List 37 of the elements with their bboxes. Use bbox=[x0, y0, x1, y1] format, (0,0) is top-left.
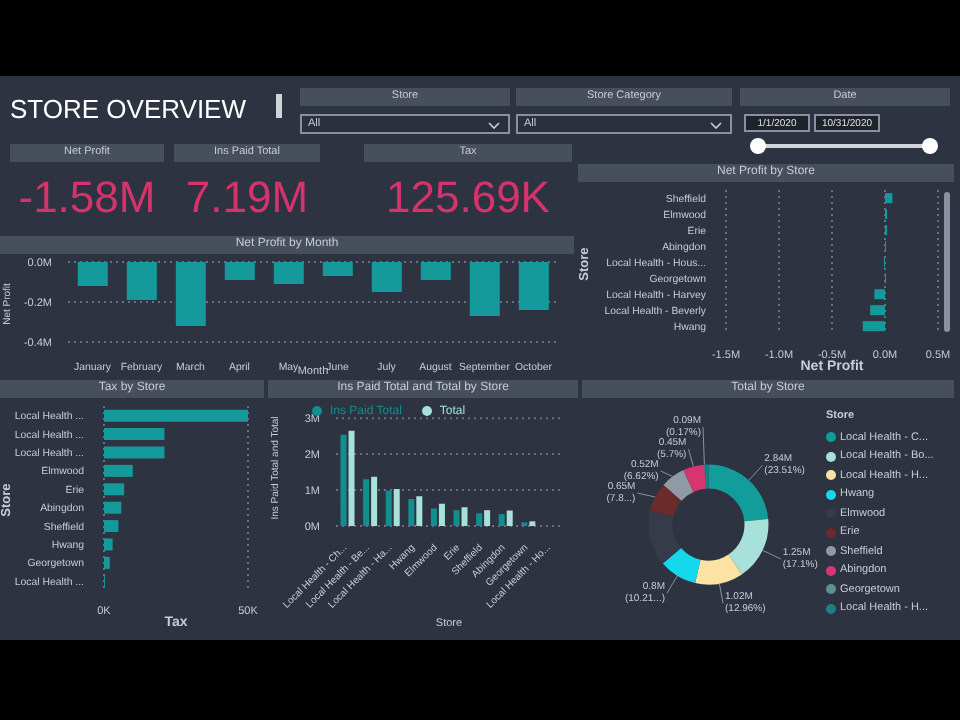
donut-slice bbox=[663, 470, 694, 501]
bar bbox=[340, 434, 347, 526]
bar bbox=[506, 510, 513, 526]
bar bbox=[438, 503, 445, 526]
bar bbox=[453, 510, 460, 526]
bar bbox=[104, 409, 248, 422]
bar bbox=[348, 430, 355, 526]
bar bbox=[408, 499, 415, 526]
donut-slice bbox=[708, 464, 769, 522]
bar bbox=[498, 514, 505, 526]
text: 7.19M bbox=[183, 172, 311, 224]
donut-slice bbox=[695, 554, 742, 585]
donut-slice bbox=[662, 547, 701, 584]
bar bbox=[104, 428, 165, 441]
bar bbox=[371, 476, 378, 526]
donut-slice bbox=[683, 464, 706, 492]
bar bbox=[104, 520, 119, 533]
text: -1.58M bbox=[16, 172, 158, 224]
text: STORE OVERVIEW bbox=[10, 94, 246, 124]
bar bbox=[476, 513, 483, 526]
bar bbox=[416, 496, 423, 526]
text: 125.69K bbox=[384, 172, 552, 224]
bar bbox=[104, 464, 133, 477]
bar bbox=[363, 479, 370, 526]
bar bbox=[461, 507, 468, 526]
bar bbox=[104, 538, 113, 551]
donut-slice bbox=[650, 484, 682, 517]
bar bbox=[393, 488, 400, 526]
bar bbox=[104, 556, 110, 569]
bar bbox=[430, 508, 437, 526]
donut-slice bbox=[728, 518, 769, 575]
bar bbox=[104, 501, 122, 514]
bar bbox=[484, 510, 491, 526]
bar bbox=[104, 446, 165, 459]
donut-slice bbox=[648, 510, 682, 564]
bar bbox=[104, 483, 125, 496]
bar bbox=[385, 490, 392, 526]
